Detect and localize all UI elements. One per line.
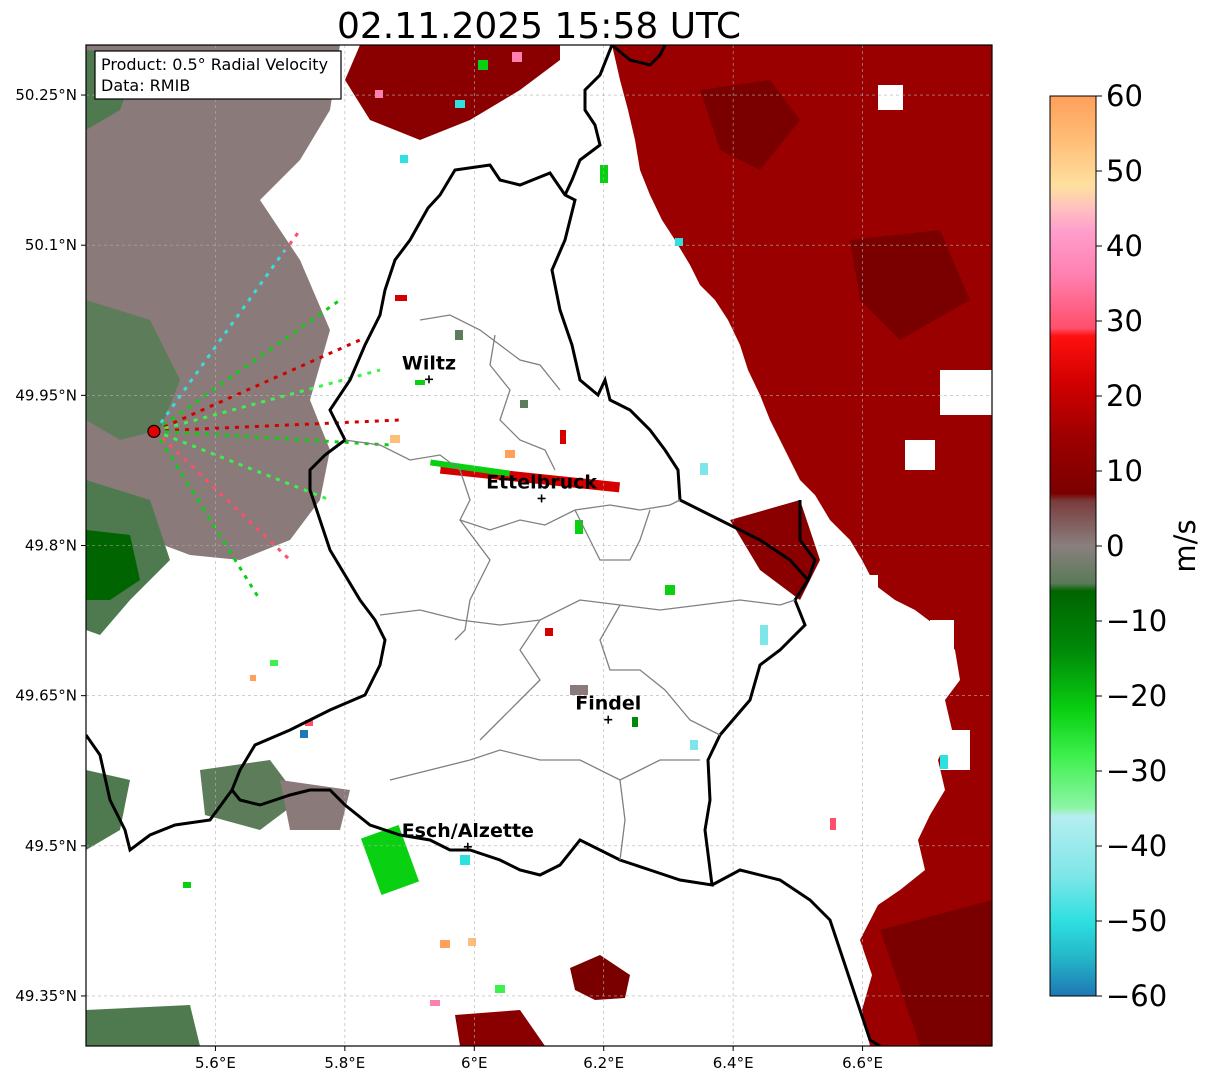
luxembourg-border	[230, 163, 810, 887]
belgium-germany-border-north	[563, 45, 667, 196]
city-ettelbruck: Ettelbruck	[486, 471, 597, 503]
lat-tick-label: 49.8°N	[25, 537, 77, 555]
map-panel: Wiltz Ettelbruck Findel Esch/Alzette Produc…	[85, 44, 993, 1047]
colorbar-tick-label: 10	[1106, 454, 1143, 488]
colorbar-tick-label: 30	[1106, 304, 1143, 338]
clutter-green-region	[86, 300, 180, 440]
lon-tick-label: 5.6°E	[195, 1054, 236, 1072]
radial-streaks	[153, 229, 401, 601]
lon-tick-label: 5.8°E	[324, 1054, 365, 1072]
colorbar-tick-label: 50	[1106, 154, 1143, 188]
lat-tick-label: 50.25°N	[15, 86, 77, 104]
no-data-patch	[905, 440, 935, 470]
colorbar-unit-label: m/s	[1168, 519, 1202, 572]
colorbar: 60 50 40 30 20 10 0 −10 −20 −30 −40 −50 −60 m/s	[1049, 79, 1202, 1013]
colorbar-tick-label: 20	[1106, 379, 1143, 413]
city-label: Findel	[575, 693, 641, 715]
germany-border-east-south	[711, 868, 881, 1046]
france-border-south	[86, 734, 234, 853]
lon-tick-label: 6.6°E	[842, 1054, 883, 1072]
outbound-small-cell	[455, 1010, 545, 1046]
city-esch-alzette: Esch/Alzette	[402, 820, 534, 851]
info-box: Product: 0.5° Radial Velocity Data: RMIB	[94, 50, 342, 100]
lat-tick-label: 49.65°N	[15, 687, 77, 705]
map-title: 02.11.2025 15:58 UTC	[337, 6, 741, 47]
belgium-border-east	[798, 500, 817, 581]
clutter-gray-region	[86, 45, 340, 560]
clutter-green-region-sw	[200, 760, 300, 830]
lat-tick-label: 49.5°N	[25, 837, 77, 855]
outbound-dark-patch	[850, 230, 970, 340]
canton-boundaries	[344, 314, 796, 861]
outbound-dark-patch	[880, 900, 992, 1046]
lon-tick-label: 6.2°E	[583, 1054, 624, 1072]
clutter-green-region-s	[86, 1005, 200, 1046]
latitude-ticks: 49.35°N 49.5°N 49.65°N 49.8°N 49.95°N 50.1°N 5…	[15, 86, 86, 1005]
no-data-patch	[850, 575, 878, 597]
colorbar-tick-label: 60	[1106, 79, 1143, 113]
colorbar-tick-label: 0	[1106, 529, 1124, 563]
city-wiltz: Wiltz	[402, 352, 456, 384]
colorbar-tick-label: −60	[1106, 979, 1167, 1013]
colorbar-tick-label: −40	[1106, 829, 1167, 863]
outbound-small-cell	[570, 955, 630, 1000]
lat-tick-label: 49.95°N	[15, 386, 77, 404]
lon-tick-label: 6°E	[461, 1054, 488, 1072]
no-data-patch	[878, 85, 903, 110]
outbound-dark-patch	[700, 80, 800, 170]
no-data-patch	[940, 370, 992, 415]
no-data-patch	[930, 620, 954, 680]
colorbar-tick-label: −10	[1106, 604, 1167, 638]
lon-tick-label: 6.4°E	[713, 1054, 754, 1072]
city-layer: Wiltz Ettelbruck Findel Esch/Alzette	[402, 352, 641, 851]
colorbar-tick-label: −50	[1106, 904, 1167, 938]
clutter-dark-green	[86, 530, 140, 600]
country-borders	[86, 45, 881, 1046]
city-label: Ettelbruck	[486, 471, 597, 493]
colorbar-tick-label: 40	[1106, 229, 1143, 263]
radar-site-marker	[147, 424, 161, 438]
city-findel: Findel	[575, 693, 641, 724]
info-product: Product: 0.5° Radial Velocity	[101, 55, 328, 74]
outbound-velocity-region-north	[345, 45, 560, 140]
info-box-frame	[94, 50, 342, 100]
lat-tick-label: 50.1°N	[25, 236, 77, 254]
info-data-source: Data: RMIB	[101, 76, 190, 95]
city-label: Wiltz	[402, 352, 456, 374]
lat-tick-label: 49.35°N	[15, 987, 77, 1005]
city-label: Esch/Alzette	[402, 820, 534, 842]
longitude-ticks: 5.6°E 5.8°E 6°E 6.2°E 6.4°E 6.6°E	[195, 1046, 883, 1072]
scattered-echoes	[183, 52, 948, 1006]
clutter-green-region-sw	[86, 770, 130, 850]
colorbar-ticks: 60 50 40 30 20 10 0 −10 −20 −30 −40 −50 −60	[1096, 79, 1167, 1013]
colorbar-tick-label: −30	[1106, 754, 1167, 788]
colorbar-gradient	[1049, 95, 1097, 997]
colorbar-tick-label: −20	[1106, 679, 1167, 713]
